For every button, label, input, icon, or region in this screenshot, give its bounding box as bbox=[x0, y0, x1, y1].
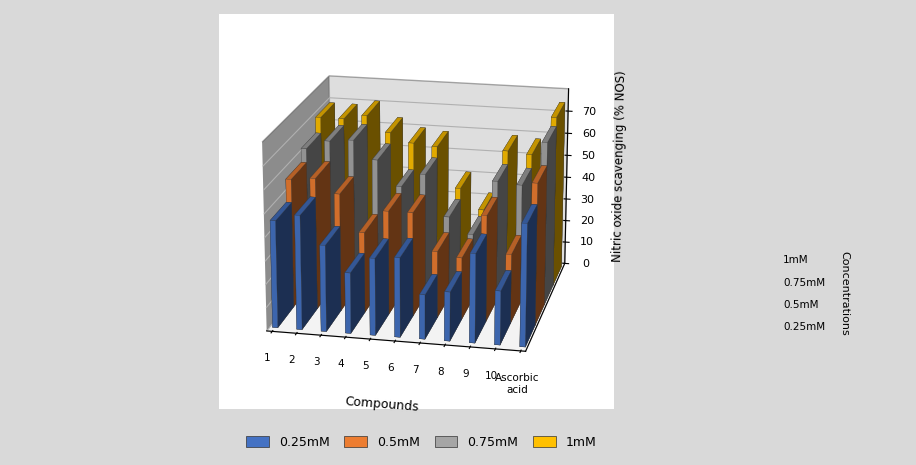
Text: 0.75mM: 0.75mM bbox=[783, 278, 825, 288]
Text: 0.5mM: 0.5mM bbox=[783, 300, 819, 310]
Legend: 0.25mM, 0.5mM, 0.75mM, 1mM: 0.25mM, 0.5mM, 0.75mM, 1mM bbox=[241, 431, 602, 454]
X-axis label: Compounds: Compounds bbox=[344, 395, 419, 414]
Text: 0.25mM: 0.25mM bbox=[783, 322, 825, 332]
Text: 1mM: 1mM bbox=[783, 255, 809, 266]
Text: Concentrations: Concentrations bbox=[840, 251, 849, 335]
